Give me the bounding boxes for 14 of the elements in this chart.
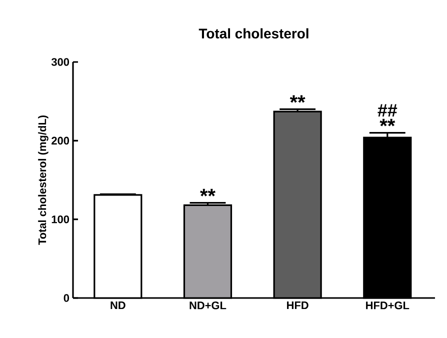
y-tick-label: 0 [64, 294, 70, 302]
annotation: ** [200, 188, 216, 196]
y-axis-title: Total cholesterol (mg/dL) [38, 115, 48, 245]
y-tick-label: 200 [52, 136, 70, 145]
x-tick-label: HFD+GL [366, 302, 410, 310]
annotation: ** [290, 95, 306, 103]
y-tick-label: 100 [52, 215, 70, 224]
x-tick-label: ND [110, 302, 126, 310]
chart-title: Total cholesterol [198, 28, 308, 39]
y-tick-label: 300 [51, 58, 70, 66]
annotation: ** [380, 118, 396, 126]
x-tick-label: HFD [287, 302, 308, 310]
x-tick-label: ND+GL [190, 302, 226, 310]
annotation: ## [378, 104, 398, 116]
